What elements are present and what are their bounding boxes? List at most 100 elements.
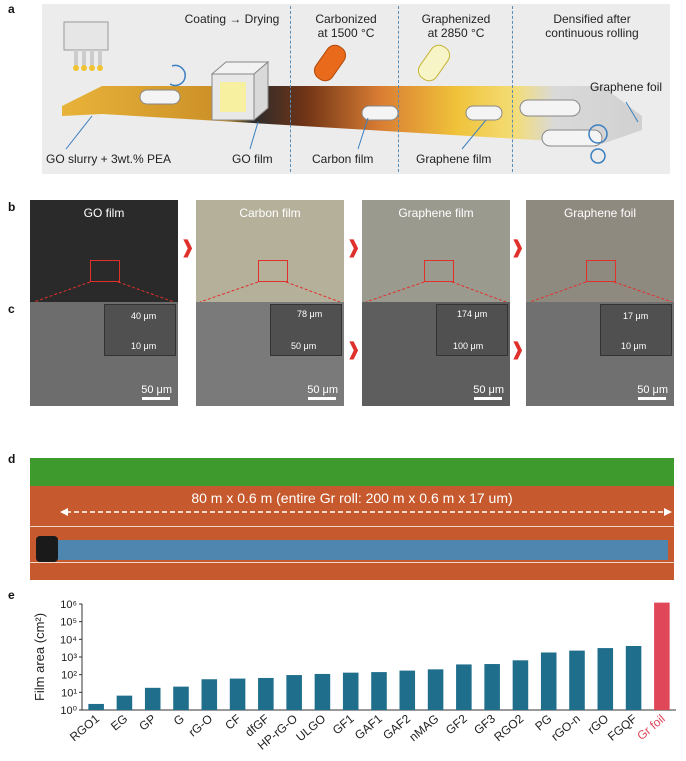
roll-dimensions-caption: 80 m x 0.6 m (entire Gr roll: 200 m x 0.… [191, 490, 513, 506]
zoom-box [424, 260, 454, 282]
zoom-box [586, 260, 616, 282]
cross-section-inset: 174 μm 100 μm [436, 304, 508, 356]
step-densified-label-1: Densified after [553, 12, 631, 26]
photo-label: GO film [83, 206, 125, 220]
photo-go-film: GO film [30, 200, 178, 304]
sem-image-carbon-film: 78 μm 50 μm 50 μm [196, 302, 344, 406]
person-icon [36, 536, 58, 562]
scale-bar [308, 397, 336, 400]
photo-graphene-foil: Graphene foil [526, 200, 674, 304]
cross-section-inset: 40 μm 10 μm [104, 304, 176, 356]
bar [144, 687, 161, 710]
film-strip [62, 86, 642, 144]
photo-graphene-film: Graphene film [362, 200, 510, 304]
bar [173, 686, 189, 710]
y-tick-label: 10² [61, 670, 77, 682]
inset-thickness-top: 78 μm [297, 309, 323, 319]
inset-thickness-top: 17 μm [623, 311, 649, 321]
panel-label-a: a [8, 2, 15, 16]
bar [116, 695, 133, 710]
scale-bar-label: 50 μm [307, 384, 338, 396]
graphene-roll-photo: 80 m x 0.6 m (entire Gr roll: 200 m x 0.… [30, 458, 674, 580]
pointer-lines [65, 101, 639, 150]
bar [569, 650, 585, 710]
inset-thickness-bottom: 10 μm [621, 341, 647, 351]
chevron-right-icon: ❱ [510, 237, 526, 257]
bar [286, 675, 302, 710]
bar [314, 673, 331, 710]
x-tick-label: GP [136, 712, 158, 734]
y-tick-label: 10⁵ [60, 617, 77, 629]
x-tick-label: FGQF [605, 712, 640, 744]
step-densified-label-2: continuous rolling [545, 26, 639, 40]
graphene-foil-strip [46, 540, 668, 560]
carbon-film-label: Carbon film [312, 152, 374, 166]
step-coating-label: Coating → Drying [184, 12, 280, 26]
x-tick-label: CF [222, 712, 243, 733]
zoom-connector-lines [33, 281, 673, 303]
inset-thickness-top: 174 μm [457, 309, 488, 319]
y-tick-label: 10¹ [61, 687, 77, 699]
go-film-label: GO film [232, 152, 273, 166]
sem-image-graphene-foil: 17 μm 10 μm 50 μm [526, 302, 674, 406]
scale-bar [142, 397, 170, 400]
y-axis-label: Film area (cm²) [32, 613, 47, 701]
inset-thickness-top: 40 μm [131, 311, 157, 321]
bar [597, 648, 614, 710]
process-schematic-drawing [62, 21, 642, 164]
panel-label-c: c [8, 302, 15, 316]
bar [201, 679, 218, 710]
step-carbonized-label-2: at 1500 °C [317, 26, 375, 40]
scale-bar-label: 50 μm [473, 384, 504, 396]
x-tick-label: RGO2 [491, 711, 526, 744]
y-tick-label: 10⁶ [60, 599, 77, 611]
scale-bar [638, 397, 666, 400]
chevron-right-icon: ❱ [346, 237, 362, 257]
stage-divider [398, 6, 399, 172]
step-carbonized-label-1: Carbonized [315, 12, 377, 26]
length-arrow [60, 508, 672, 516]
photo-label: Carbon film [239, 206, 301, 220]
graphene-foil-label: Graphene foil [590, 80, 663, 94]
panel-label-e: e [8, 588, 15, 602]
zoom-box [90, 260, 120, 282]
rolling-press-icon [519, 99, 608, 164]
x-tick-label: Gr foil [634, 712, 668, 743]
bar [399, 670, 416, 710]
scale-bar-label: 50 μm [141, 384, 172, 396]
x-tick-label: EG [108, 712, 130, 734]
roller-icon [139, 64, 186, 105]
bar [229, 678, 246, 710]
bar [371, 672, 387, 710]
chevron-right-icon: ❱ [180, 237, 196, 257]
sem-image-graphene-film: 174 μm 100 μm 50 μm [362, 302, 510, 406]
step-graphenized-label-1: Graphenized [421, 12, 491, 26]
y-tick-label: 10⁰ [60, 705, 77, 717]
photo-label: Graphene film [398, 206, 474, 220]
step-graphenized-label-2: at 2850 °C [427, 26, 485, 40]
x-tick-label: GAF1 [352, 711, 385, 742]
y-tick-label: 10⁴ [60, 634, 77, 646]
drying-oven-icon [210, 60, 270, 122]
cross-section-inset: 78 μm 50 μm [270, 304, 342, 356]
coating-head-icon [63, 21, 109, 71]
slurry-label: GO slurry + 3wt.% PEA [46, 152, 172, 166]
zoom-box [258, 260, 288, 282]
running-track [30, 486, 674, 580]
stage-divider [290, 6, 291, 172]
cross-section-inset: 17 μm 10 μm [600, 304, 672, 356]
graphene-film-label: Graphene film [416, 152, 492, 166]
bar [88, 703, 104, 710]
y-tick-label: 10³ [61, 652, 77, 664]
chevron-right-icon: ❱ [346, 339, 362, 359]
lane-line [30, 526, 674, 527]
x-tick-label: rG-O [186, 712, 215, 740]
bar [540, 652, 557, 710]
panel-label-b: b [8, 200, 16, 214]
scale-bar-label: 50 μm [637, 384, 668, 396]
bar [427, 669, 444, 710]
lane-line [30, 562, 674, 563]
x-tick-label: nMAG [406, 712, 441, 745]
inset-thickness-bottom: 50 μm [291, 341, 317, 351]
bar [342, 672, 359, 710]
